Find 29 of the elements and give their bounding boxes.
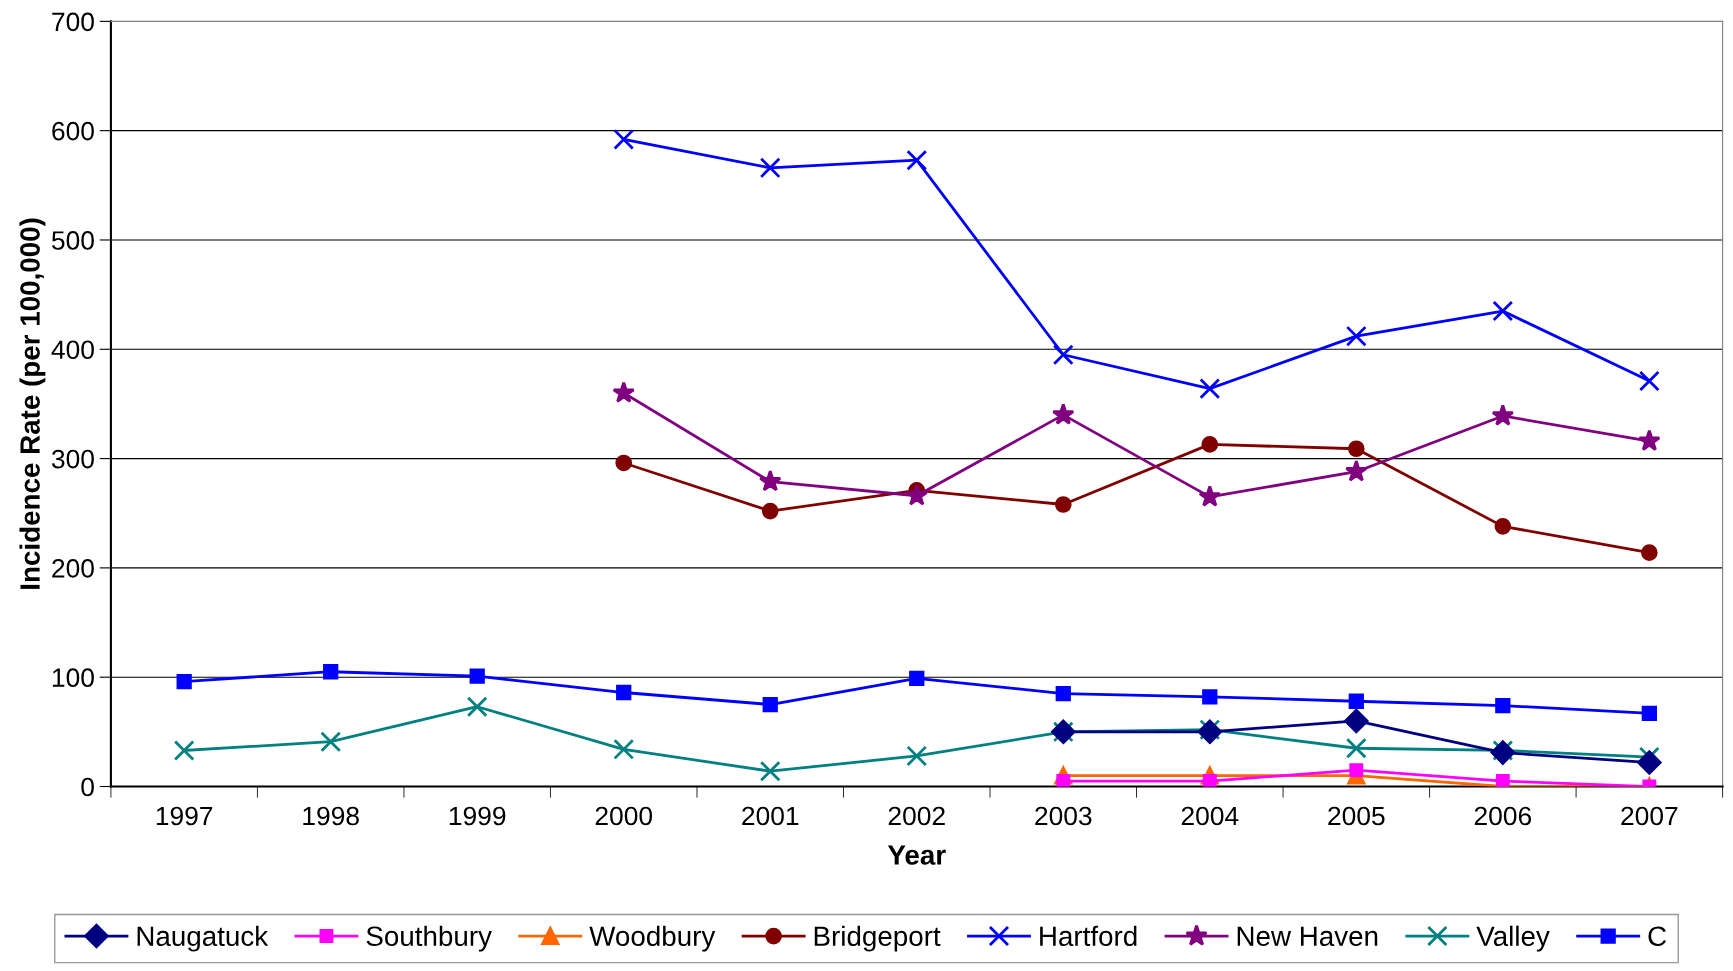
x-axis-title: Year (887, 845, 946, 865)
y-tick-label: 700 (52, 12, 94, 32)
x-tick-label: 2002 (888, 806, 945, 826)
legend-label: Valley (1476, 925, 1550, 952)
legend-label: Southbury (366, 925, 492, 952)
x-tick-label: 2005 (1328, 806, 1385, 826)
y-tick-label: 400 (51, 340, 94, 360)
x-tick-label: 2003 (1035, 806, 1092, 826)
x-tick-label: 2006 (1474, 806, 1532, 826)
x-tick-label: 2007 (1621, 806, 1678, 826)
legend-label: C (1648, 926, 1667, 947)
x-tick-label: 2000 (595, 806, 653, 826)
legend-label: Woodbury (589, 925, 716, 952)
x-tick-label: 2001 (742, 806, 799, 826)
x-tick-label: 1997 (156, 806, 213, 826)
x-tick-label: 2004 (1181, 806, 1239, 826)
y-tick-label: 300 (51, 449, 94, 469)
x-tick-label: 1999 (449, 806, 506, 826)
y-tick-label: 200 (52, 559, 94, 578)
legend-label: Bridgeport (814, 925, 941, 952)
y-axis-title: Incidence Rate (per 100,000) (19, 218, 46, 589)
legend-label: Naugatuck (137, 925, 269, 952)
y-tick-label: 600 (52, 121, 94, 141)
legend-label: Hartford (1040, 925, 1137, 947)
y-tick-label: 100 (52, 668, 94, 688)
x-tick-label: 1998 (303, 806, 359, 826)
y-tick-label: 500 (51, 231, 94, 250)
y-tick-label: 0 (81, 777, 94, 797)
legend-label: New Haven (1237, 926, 1378, 947)
